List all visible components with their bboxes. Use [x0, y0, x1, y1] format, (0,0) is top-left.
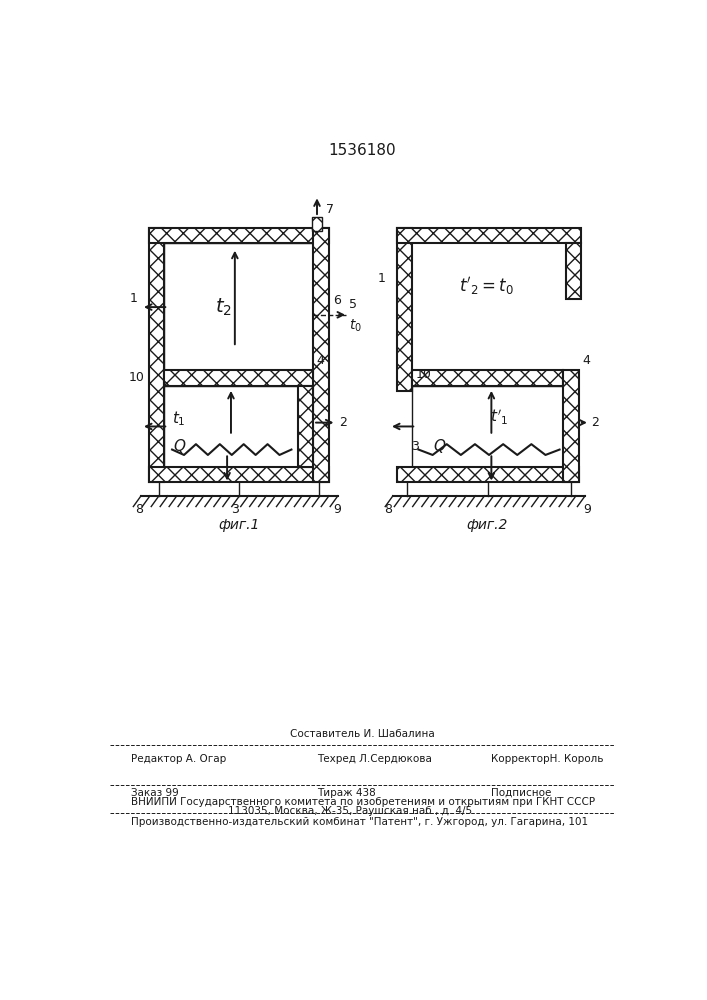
Text: фиг.2: фиг.2 [467, 518, 508, 532]
Text: Заказ 99: Заказ 99 [131, 788, 179, 798]
Text: 9: 9 [583, 503, 592, 516]
Text: 7: 7 [325, 203, 334, 216]
Bar [298, 386, 313, 466]
Text: 2: 2 [591, 416, 600, 429]
Bar [397, 466, 579, 482]
Text: 5: 5 [349, 298, 357, 311]
Text: Составитель И. Шабалина: Составитель И. Шабалина [290, 729, 434, 739]
Text: 4: 4 [316, 354, 324, 367]
Text: 113035, Москва, Ж-35, Раушская наб., д. 4/5: 113035, Москва, Ж-35, Раушская наб., д. … [228, 806, 472, 816]
Text: 3: 3 [231, 503, 239, 516]
Text: $t'_1$: $t'_1$ [490, 408, 508, 427]
Text: Редактор А. Огар: Редактор А. Огар [131, 754, 226, 764]
Text: 9: 9 [333, 503, 341, 516]
Text: 8: 8 [134, 503, 143, 516]
Text: 3: 3 [411, 440, 419, 453]
Text: 6: 6 [333, 294, 341, 307]
Text: $t_1$: $t_1$ [172, 409, 186, 428]
Bar [149, 228, 329, 243]
Text: 4: 4 [582, 354, 590, 367]
Bar [412, 370, 563, 386]
Text: Производственно-издательский комбинат "Патент", г. Ужгород, ул. Гагарина, 101: Производственно-издательский комбинат "П… [131, 817, 588, 827]
Bar [397, 228, 412, 391]
Bar [313, 228, 329, 482]
Text: Техред Л.Сердюкова: Техред Л.Сердюкова [317, 754, 432, 764]
Text: 8: 8 [384, 503, 392, 516]
Bar [312, 217, 322, 231]
Text: КорректорН. Король: КорректорН. Король [491, 754, 604, 764]
Bar [566, 243, 581, 299]
Text: $Q$: $Q$ [433, 437, 446, 455]
Bar [164, 370, 313, 386]
Bar [164, 243, 313, 370]
Bar [164, 386, 298, 466]
Text: ВНИИПИ Государственного комитета по изобретениям и открытиям при ГКНТ СССР: ВНИИПИ Государственного комитета по изоб… [131, 797, 595, 807]
Bar [149, 466, 329, 482]
Text: 10: 10 [128, 371, 144, 384]
Bar [149, 228, 164, 482]
Text: 1536180: 1536180 [328, 143, 396, 158]
Text: фиг.1: фиг.1 [218, 518, 259, 532]
Text: 1: 1 [130, 292, 138, 305]
Text: Подписное: Подписное [491, 788, 551, 798]
Text: $t'_2 = t_0$: $t'_2 = t_0$ [459, 275, 514, 297]
Bar [563, 370, 579, 482]
Text: 2: 2 [339, 416, 347, 429]
Text: Тираж 438: Тираж 438 [317, 788, 375, 798]
Text: $t_2$: $t_2$ [215, 296, 232, 318]
Text: $Q$: $Q$ [173, 437, 187, 455]
Bar [412, 386, 563, 466]
Text: $t_0$: $t_0$ [349, 318, 362, 334]
Text: 1: 1 [378, 272, 386, 285]
Text: 10: 10 [416, 368, 431, 381]
Bar [397, 228, 581, 243]
